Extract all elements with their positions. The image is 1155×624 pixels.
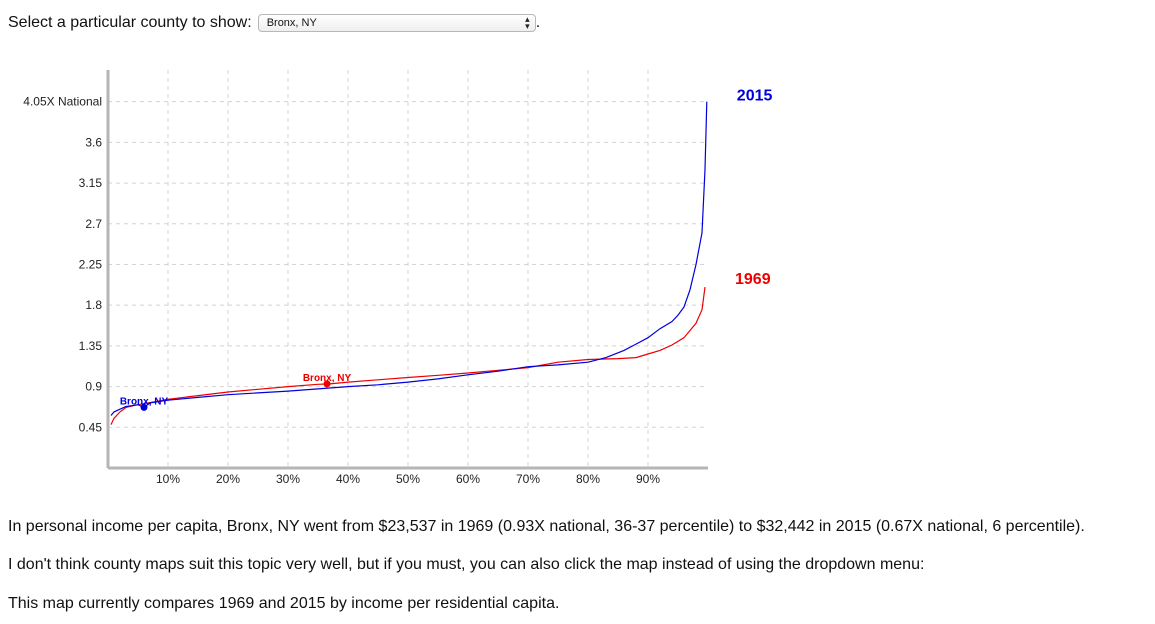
series-line-2015 — [110, 101, 708, 416]
map-note-paragraph: I don't think county maps suit this topi… — [8, 556, 925, 573]
county-marker-label-1969: Bronx, NY — [303, 373, 352, 384]
x-tick-label: 50% — [396, 472, 420, 486]
selector-label: Select a particular county to show: — [8, 14, 252, 31]
map-compare-paragraph: This map currently compares 1969 and 201… — [8, 595, 560, 612]
y-tick-label: 3.6 — [85, 135, 102, 149]
x-tick-label: 60% — [456, 472, 480, 486]
county-marker-label-2015: Bronx, NY — [120, 396, 169, 407]
year-label-2015: 2015 — [737, 88, 773, 105]
chart-markers: Bronx, NY Bronx, NY — [120, 373, 352, 411]
series-line-1969 — [110, 287, 706, 425]
x-tick-label: 30% — [276, 472, 300, 486]
x-axis-ticks: 10% 20% 30% 40% 50% 60% 70% 80% 90% — [156, 472, 660, 486]
y-tick-label: 2.25 — [79, 257, 103, 271]
chart-series — [110, 101, 708, 425]
x-tick-label: 70% — [516, 472, 540, 486]
y-tick-label: 0.9 — [85, 380, 102, 394]
county-selector-row: Select a particular county to show: Bron… — [8, 12, 540, 34]
dropdown-arrows-icon: ▴ ▾ — [525, 14, 530, 31]
county-marker-2015 — [140, 403, 148, 411]
income-percentile-chart: 10% 20% 30% 40% 50% 60% 70% 80% 90% 4.05X Nation… — [23, 70, 772, 486]
year-label-1969: 1969 — [735, 271, 771, 288]
y-tick-label: 3.15 — [79, 176, 103, 190]
summary-paragraph: In personal income per capita, Bronx, NY… — [8, 518, 1085, 535]
x-tick-label: 90% — [636, 472, 660, 486]
selector-suffix: . — [535, 14, 541, 31]
y-tick-label: 1.8 — [85, 298, 102, 312]
county-marker-1969 — [323, 380, 331, 388]
chart-grid — [108, 70, 708, 468]
y-tick-label: 2.7 — [85, 217, 102, 231]
x-tick-label: 80% — [576, 472, 600, 486]
county-dropdown-value: Bronx, NY — [266, 17, 317, 29]
year-labels: 2015 1969 — [735, 88, 772, 288]
x-tick-label: 40% — [336, 472, 360, 486]
x-tick-label: 20% — [216, 472, 240, 486]
y-tick-label: 1.35 — [79, 339, 103, 353]
x-tick-label: 10% — [156, 472, 180, 486]
county-dropdown[interactable]: Bronx, NY ▴ ▾ — [257, 14, 536, 32]
y-axis-ticks: 4.05X National 3.6 3.15 2.7 2.25 1.8 1.35 0.9 0.… — [23, 95, 102, 435]
y-tick-label: 0.45 — [79, 420, 103, 434]
y-tick-label: 4.05X National — [23, 95, 102, 109]
chart-axes — [106, 70, 708, 470]
